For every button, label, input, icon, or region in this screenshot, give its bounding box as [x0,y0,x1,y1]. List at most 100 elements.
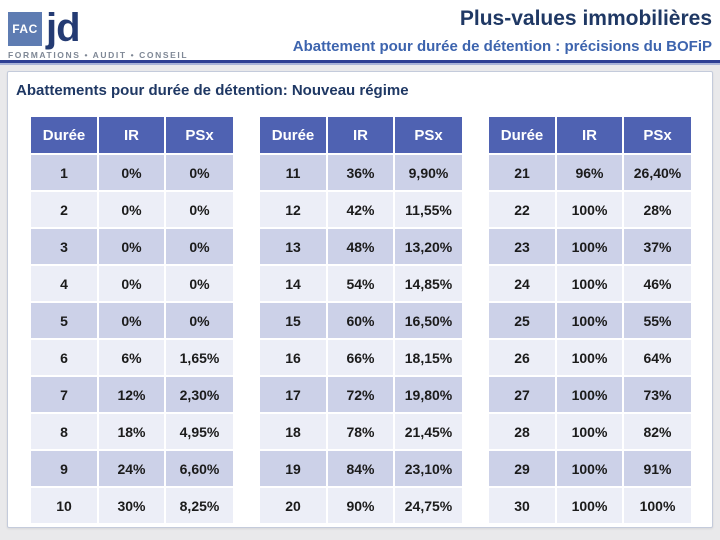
logo-fac-square: FAC [8,12,42,46]
table-row: 10 30% 8,25% [29,486,235,525]
table-cell: 11 [258,153,328,192]
table-cell: 100% [555,412,624,451]
table-cell: 42% [326,190,395,229]
table-cell: 8,25% [164,486,235,525]
table-cell: 2 [29,190,99,229]
table-row: 9 24% 6,60% [29,449,235,488]
table-row: 1 0% 0% [29,153,235,192]
table-cell: 24% [97,449,166,488]
table-cell: 24,75% [393,486,464,525]
table-cell: 90% [326,486,395,525]
table-cell: 66% [326,338,395,377]
table-row: 21 96% 26,40% [487,153,693,192]
table-cell: 16 [258,338,328,377]
table-cell: 13,20% [393,227,464,266]
table-cell: 91% [622,449,693,488]
table-cell: 20 [258,486,328,525]
table-cell: 84% [326,449,395,488]
table-cell: 0% [164,301,235,340]
table-cell: 15 [258,301,328,340]
table-cell: 10 [29,486,99,525]
table-cell: 6 [29,338,99,377]
table-cell: 0% [164,227,235,266]
table-cell: 0% [97,227,166,266]
table-cell: 37% [622,227,693,266]
table-cell: 9,90% [393,153,464,192]
table-row: 15 60% 16,50% [258,301,464,340]
table-row: 22 100% 28% [487,190,693,229]
table-cell: 27 [487,375,557,414]
table-row: 4 0% 0% [29,264,235,303]
table-row: 19 84% 23,10% [258,449,464,488]
table-cell: 23,10% [393,449,464,488]
table-cell: 64% [622,338,693,377]
table-cell: 21 [487,153,557,192]
table-cell: 26,40% [622,153,693,192]
column-header-psx: PSx [164,115,235,155]
table-cell: 100% [622,486,693,525]
table-cell: 16,50% [393,301,464,340]
table-cell: 72% [326,375,395,414]
column-header-duree: Durée [258,115,328,155]
table-row: 5 0% 0% [29,301,235,340]
table-cell: 4,95% [164,412,235,451]
column-header-duree: Durée [487,115,557,155]
table-row: 13 48% 13,20% [258,227,464,266]
table-cell: 2,30% [164,375,235,414]
table-cell: 100% [555,301,624,340]
table-cell: 30 [487,486,557,525]
header-band: FAC jd FORMATIONS • AUDIT • CONSEIL Plus… [0,0,720,63]
page-subtitle: Abattement pour durée de détention : pré… [292,38,712,55]
column-header-duree: Durée [29,115,99,155]
table-cell: 55% [622,301,693,340]
table-header-row: Durée IR PSx [487,115,693,155]
table-cell: 7 [29,375,99,414]
table-cell: 19 [258,449,328,488]
table-cell: 100% [555,486,624,525]
company-logo: FAC jd FORMATIONS • AUDIT • CONSEIL [8,6,189,60]
table-cell: 6% [97,338,166,377]
table-cell: 28 [487,412,557,451]
table-cell: 21,45% [393,412,464,451]
table-cell: 23 [487,227,557,266]
table-row: 8 18% 4,95% [29,412,235,451]
table-row: 16 66% 18,15% [258,338,464,377]
table-cell: 4 [29,264,99,303]
table-row: 20 90% 24,75% [258,486,464,525]
table-cell: 0% [97,153,166,192]
table-row: 17 72% 19,80% [258,375,464,414]
table-cell: 3 [29,227,99,266]
table-cell: 0% [164,190,235,229]
table-cell: 13 [258,227,328,266]
page-title: Plus-values immobilières [459,7,712,30]
table-cell: 17 [258,375,328,414]
table-cell: 8 [29,412,99,451]
logo-jd-text: jd [46,6,81,50]
table-cell: 26 [487,338,557,377]
column-header-ir: IR [555,115,624,155]
table-cell: 1 [29,153,99,192]
table-cell: 12% [97,375,166,414]
table-row: 12 42% 11,55% [258,190,464,229]
table-cell: 100% [555,449,624,488]
table-row: 14 54% 14,85% [258,264,464,303]
table-header-row: Durée IR PSx [29,115,235,155]
table-cell: 28% [622,190,693,229]
table-cell: 6,60% [164,449,235,488]
table-cell: 0% [97,301,166,340]
table-row: 30 100% 100% [487,486,693,525]
table-cell: 73% [622,375,693,414]
table-cell: 100% [555,190,624,229]
column-header-psx: PSx [622,115,693,155]
table-cell: 0% [97,190,166,229]
table-cell: 1,65% [164,338,235,377]
table-row: 25 100% 55% [487,301,693,340]
table-cell: 25 [487,301,557,340]
table-row: 2 0% 0% [29,190,235,229]
table-row: 26 100% 64% [487,338,693,377]
table-row: 29 100% 91% [487,449,693,488]
logo-tagline: FORMATIONS • AUDIT • CONSEIL [8,50,189,60]
table-row: 24 100% 46% [487,264,693,303]
table-cell: 96% [555,153,624,192]
table-cell: 0% [97,264,166,303]
